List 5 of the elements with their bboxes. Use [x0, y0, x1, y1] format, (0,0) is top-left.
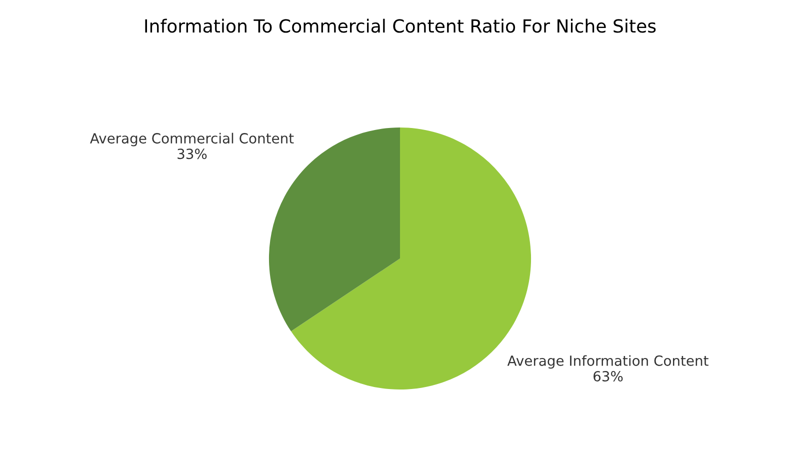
- slice-label: Average Information Content: [507, 355, 708, 369]
- chart-title: Information To Commercial Content Ratio For Niche Sites: [145, 18, 656, 33]
- data-label: 33%: [178, 148, 207, 160]
- data-label: 63%: [594, 370, 623, 382]
- slice-label: Average Commercial Content: [90, 132, 294, 146]
